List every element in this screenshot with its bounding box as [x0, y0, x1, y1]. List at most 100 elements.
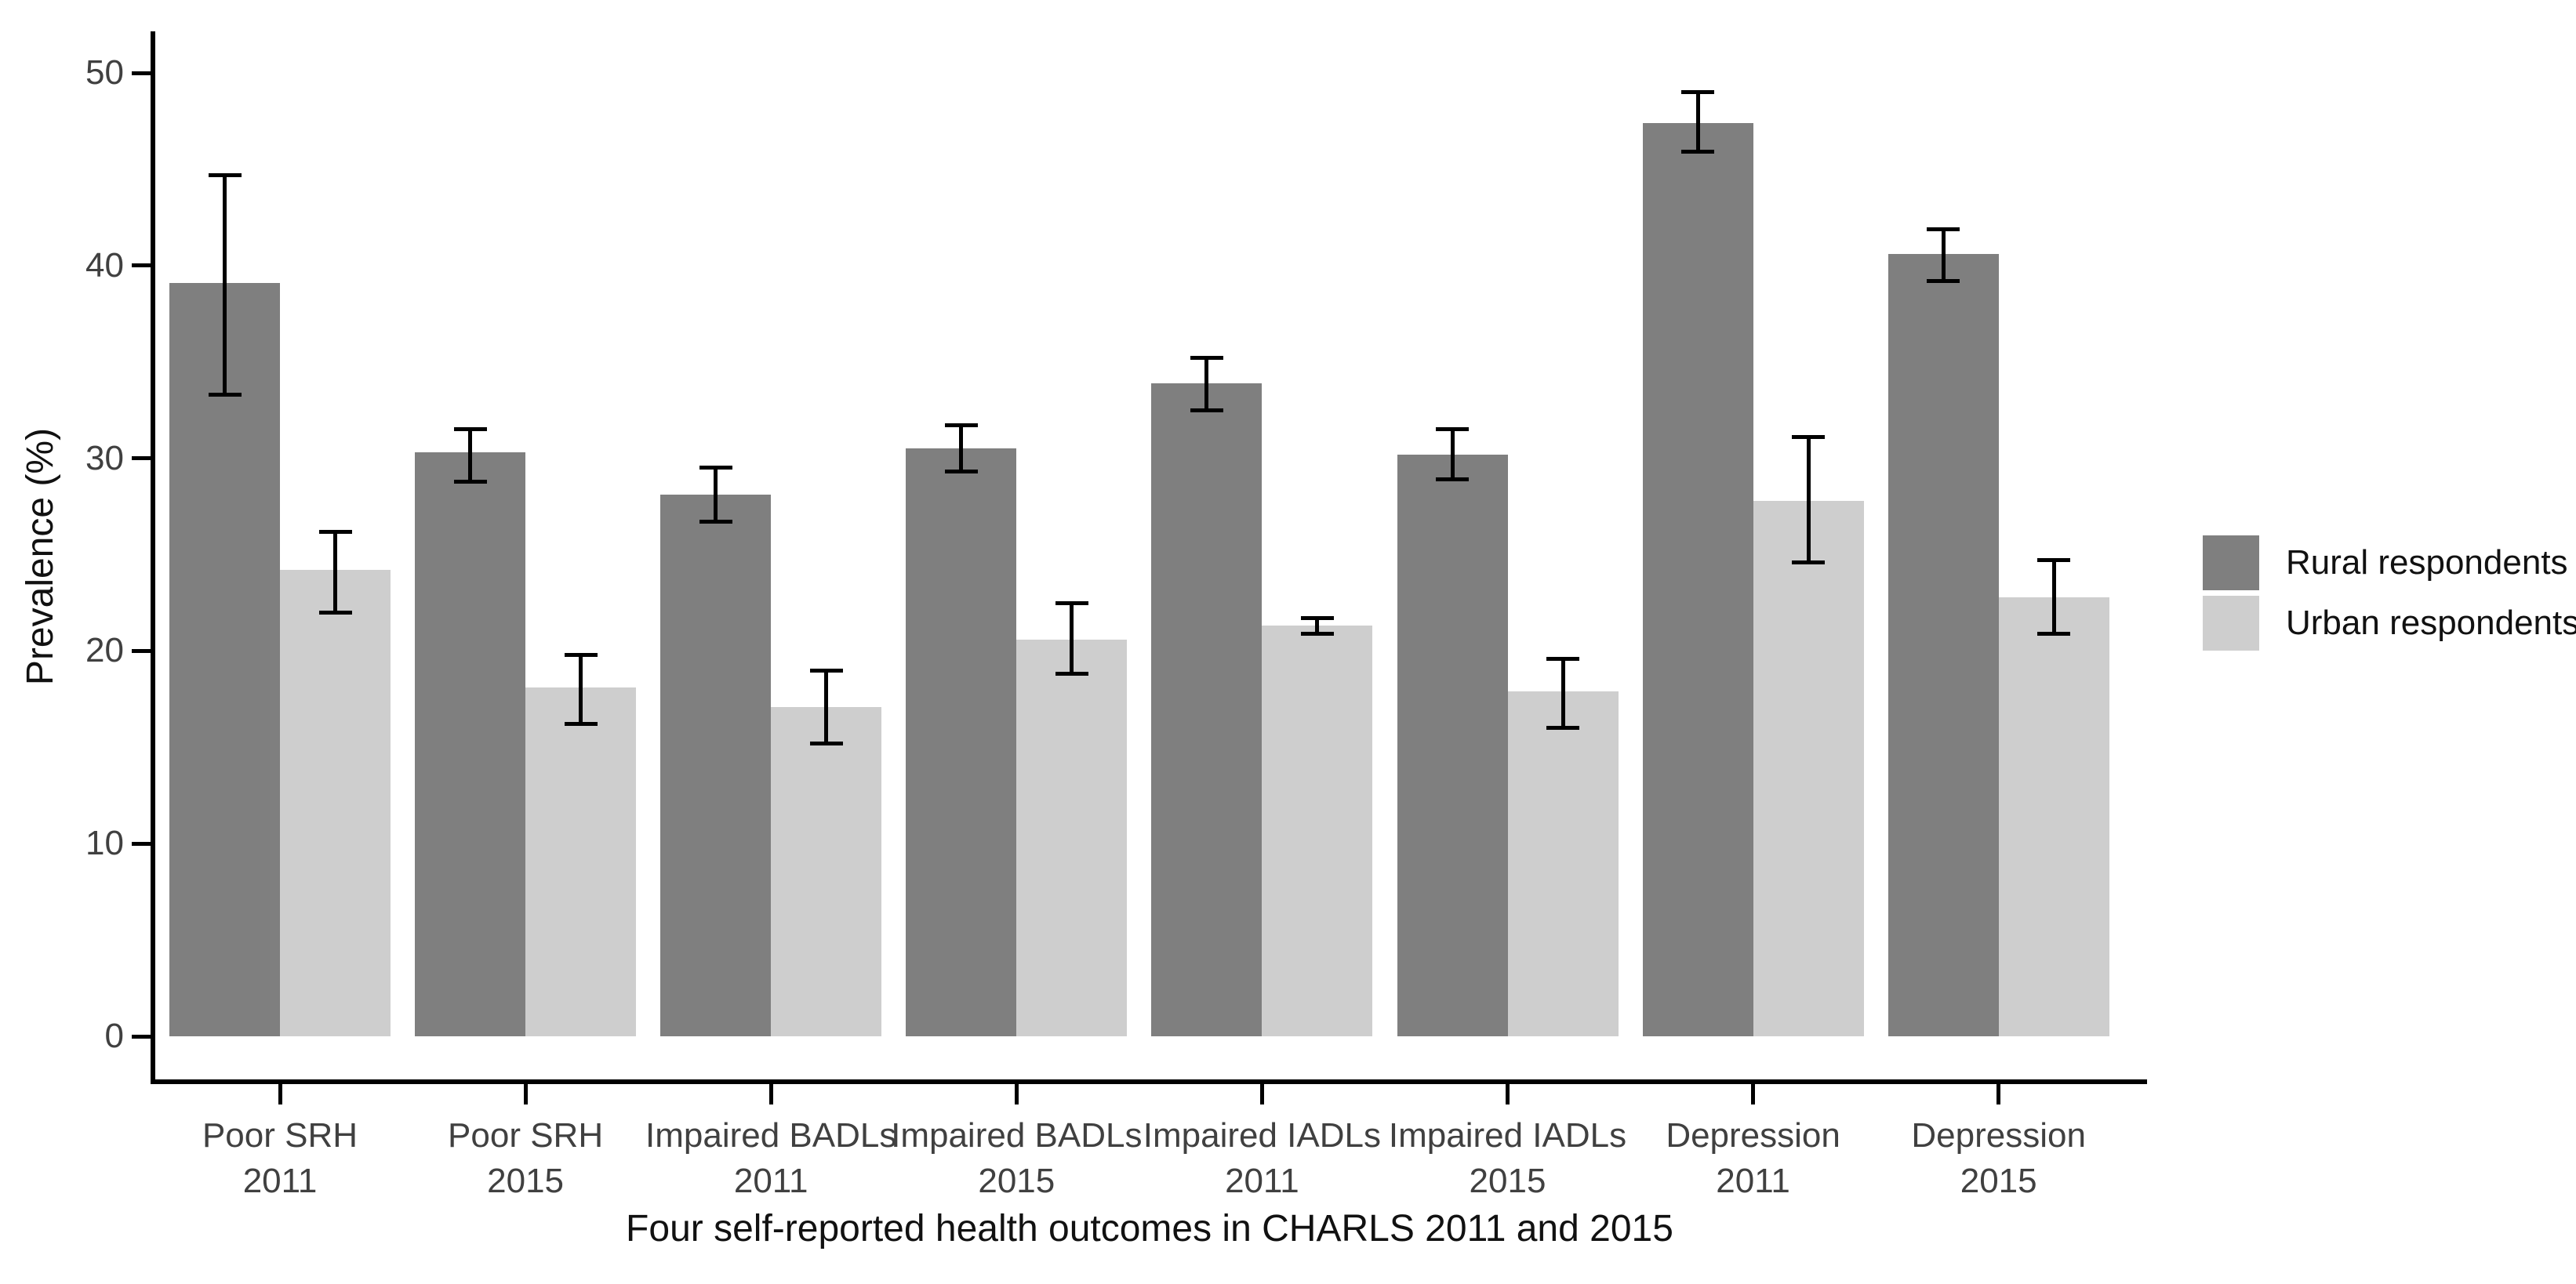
legend: Rural respondents Urban respondents — [2203, 535, 2576, 661]
error-bar-cap-top — [944, 423, 978, 428]
error-bar-cap-bottom — [944, 470, 978, 474]
error-bar-line — [333, 531, 337, 613]
error-bar-cap-top — [809, 668, 843, 673]
error-bar-cap-top — [1190, 356, 1223, 361]
error-bar-cap-bottom — [699, 520, 732, 524]
error-bar-line — [1204, 357, 1209, 411]
error-bar-line — [1941, 229, 1946, 281]
error-bar-cap-bottom — [1190, 408, 1223, 412]
y-tick-mark — [132, 648, 151, 653]
y-tick-label: 10 — [85, 824, 124, 863]
x-axis-title: Four self-reported health outcomes in CH… — [626, 1208, 1673, 1250]
error-bar-line — [1560, 658, 1565, 728]
error-bar-cap-bottom — [1792, 560, 1826, 564]
bar-rural — [1151, 383, 1263, 1036]
y-tick-mark — [132, 841, 151, 846]
error-bar-cap-top — [2037, 558, 2071, 563]
legend-label: Urban respondents — [2286, 604, 2576, 642]
legend-label: Rural respondents — [2286, 543, 2568, 582]
bar-urban — [1753, 500, 1864, 1036]
error-bar-line — [824, 670, 829, 744]
bar-rural — [415, 452, 526, 1036]
bar-rural — [660, 495, 772, 1036]
error-bar-cap-top — [1927, 227, 1960, 231]
error-bar-cap-bottom — [1927, 279, 1960, 283]
x-tick-mark — [1014, 1084, 1019, 1104]
error-bar-line — [959, 425, 964, 472]
bar-rural — [1887, 254, 1999, 1036]
legend-swatch-rural — [2203, 535, 2259, 590]
bar-urban — [525, 687, 637, 1036]
bar-rural — [906, 448, 1017, 1036]
error-bar-cap-bottom — [2037, 631, 2071, 636]
error-bar-cap-bottom — [809, 741, 843, 745]
bar-rural — [169, 282, 280, 1036]
bar-rural — [1397, 454, 1508, 1036]
error-bar-cap-top — [564, 652, 598, 657]
x-tick-mark — [1751, 1084, 1756, 1104]
x-tick-mark — [768, 1084, 773, 1104]
error-bar-line — [714, 467, 718, 522]
error-bar-cap-bottom — [1436, 477, 1469, 482]
bar-urban — [1998, 597, 2109, 1036]
error-bar-line — [1806, 437, 1811, 563]
error-bar-cap-bottom — [1546, 726, 1579, 731]
error-bar-line — [468, 429, 473, 482]
error-bar-line — [1695, 92, 1700, 152]
x-category-label: Impaired IADLs 2011 — [1143, 1116, 1381, 1200]
error-bar-cap-top — [208, 172, 242, 177]
error-bar-cap-top — [1792, 435, 1826, 440]
error-bar-line — [223, 175, 227, 395]
y-tick-label: 50 — [85, 53, 124, 92]
x-category-label: Depression 2011 — [1666, 1116, 1840, 1200]
error-bar-line — [2051, 560, 2056, 634]
error-bar-cap-bottom — [1681, 150, 1715, 154]
y-axis-line — [151, 31, 155, 1084]
x-category-label: Impaired BADLs 2015 — [891, 1116, 1143, 1200]
error-bar-line — [1070, 603, 1074, 674]
y-tick-label: 20 — [85, 631, 124, 670]
x-tick-mark — [523, 1084, 528, 1104]
y-tick-label: 0 — [104, 1017, 124, 1055]
y-tick-mark — [132, 263, 151, 268]
x-tick-mark — [278, 1084, 282, 1104]
bar-urban — [771, 706, 882, 1036]
error-bar-cap-bottom — [564, 722, 598, 727]
x-tick-mark — [1259, 1084, 1264, 1104]
error-bar-cap-top — [453, 427, 487, 432]
error-bar-line — [1450, 429, 1455, 480]
error-bar-cap-top — [1055, 600, 1088, 605]
error-bar-cap-top — [1436, 427, 1469, 432]
error-bar-cap-top — [1546, 656, 1579, 661]
x-category-label: Poor SRH 2015 — [448, 1116, 604, 1200]
error-bar-cap-top — [318, 529, 352, 534]
error-bar-line — [1315, 618, 1320, 634]
error-bar-cap-top — [1681, 90, 1715, 95]
error-bar-line — [579, 655, 583, 724]
error-bar-cap-bottom — [453, 479, 487, 484]
x-category-label: Depression 2015 — [1911, 1116, 2086, 1200]
bar-urban — [1262, 626, 1373, 1036]
error-bar-cap-bottom — [1300, 631, 1334, 636]
y-tick-mark — [132, 456, 151, 461]
error-bar-cap-top — [699, 466, 732, 470]
y-tick-label: 30 — [85, 438, 124, 477]
y-tick-mark — [132, 71, 151, 75]
x-category-label: Poor SRH 2011 — [202, 1116, 358, 1200]
bar-rural — [1642, 122, 1753, 1036]
x-category-label: Impaired BADLs 2011 — [645, 1116, 897, 1200]
bar-urban — [1507, 691, 1619, 1036]
error-bar-cap-bottom — [208, 393, 242, 397]
x-category-label: Impaired IADLs 2015 — [1388, 1116, 1627, 1200]
y-tick-mark — [132, 1034, 151, 1039]
bar-urban — [1016, 639, 1128, 1036]
x-axis-line — [151, 1079, 2147, 1084]
x-tick-mark — [1996, 1084, 2001, 1104]
error-bar-cap-top — [1300, 616, 1334, 621]
error-bar-cap-bottom — [318, 610, 352, 615]
y-tick-label: 40 — [85, 245, 124, 285]
legend-swatch-urban — [2203, 596, 2259, 651]
x-tick-mark — [1506, 1084, 1510, 1104]
